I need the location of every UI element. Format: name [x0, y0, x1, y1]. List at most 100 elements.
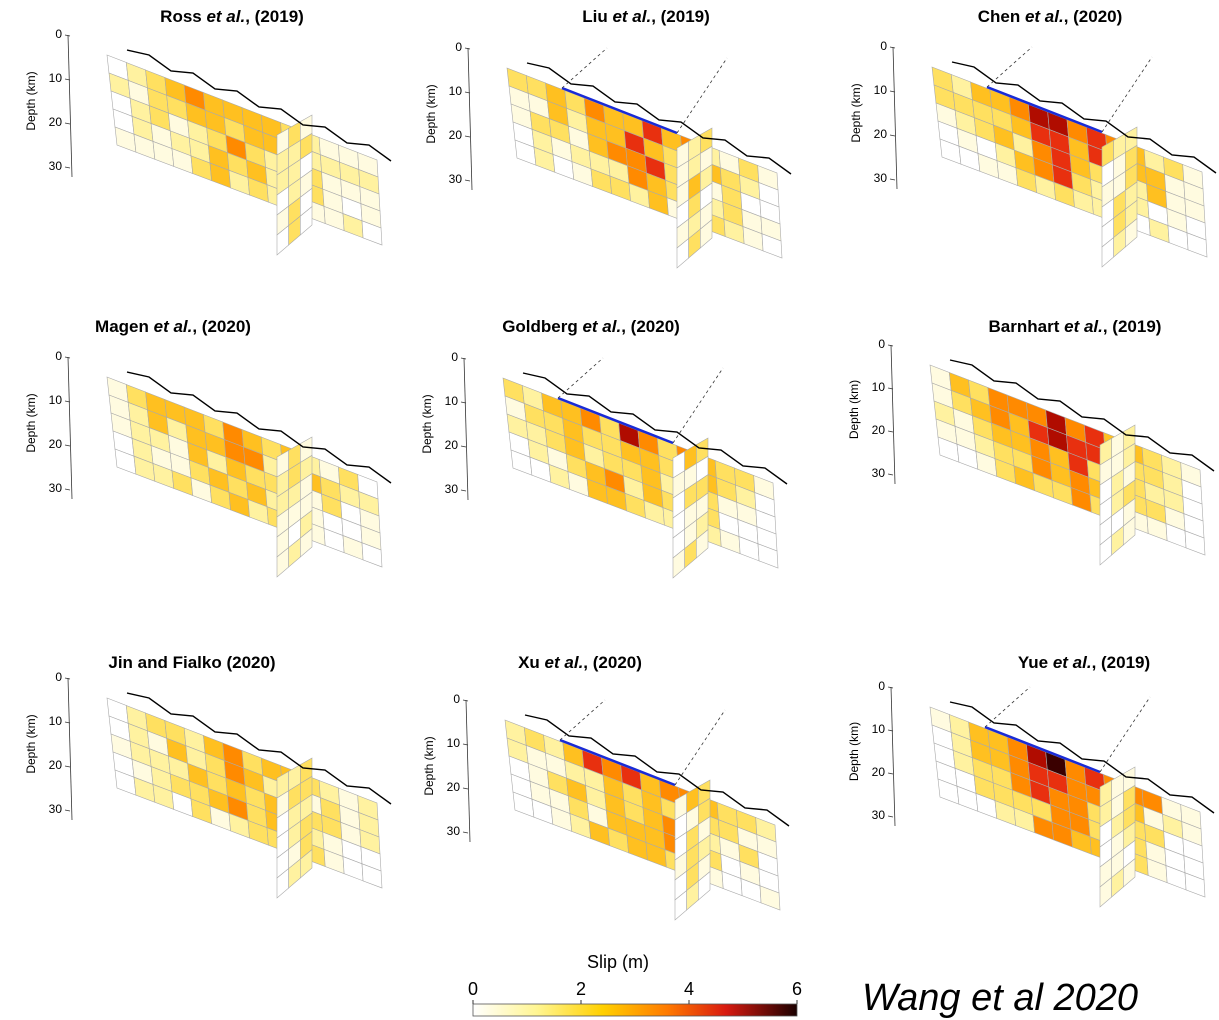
tick-label: 0	[55, 349, 62, 363]
tick-mark	[64, 34, 71, 37]
colorbar-label: Slip (m)	[587, 952, 649, 972]
tick-label: 30	[872, 808, 886, 822]
title-part: , (2020)	[192, 317, 251, 336]
axis-label: Depth (km)	[24, 71, 38, 130]
fault-cell	[361, 542, 383, 568]
axis-line	[465, 699, 471, 843]
fault-cell	[1184, 872, 1206, 898]
tick-label: 20	[49, 115, 63, 129]
tick-label: 10	[49, 71, 63, 85]
fault-cell	[761, 233, 783, 259]
tick-mark	[464, 47, 471, 50]
panel: Magen et al., (2020) Depth (km) 0 10 20 30	[24, 317, 392, 578]
tick-mark	[462, 699, 469, 702]
tick-label: 0	[878, 337, 885, 351]
title-part: et al.	[206, 7, 245, 26]
title-part: et al.	[1064, 317, 1103, 336]
fault-cell	[1186, 232, 1208, 258]
tick-label: 30	[872, 466, 886, 480]
axis-label: Depth (km)	[849, 83, 863, 142]
panel: Xu et al., (2020) Depth (km) 0 10 20 30	[422, 653, 790, 921]
panel-title: Jin and Fialko (2020)	[108, 653, 275, 672]
tick-mark	[887, 473, 894, 476]
fault-trace	[126, 692, 392, 805]
title-part: Goldberg	[502, 317, 582, 336]
title-part: Barnhart	[989, 317, 1065, 336]
tick-label: 0	[453, 692, 460, 706]
colorbar-tick-label: 6	[792, 979, 802, 999]
title-part: et al.	[545, 653, 584, 672]
panel-title: Goldberg et al., (2020)	[502, 317, 680, 336]
rupture-line	[557, 396, 674, 445]
tick-mark	[64, 488, 71, 491]
tick-mark	[460, 401, 467, 404]
tick-mark	[64, 721, 71, 724]
axis-label: Depth (km)	[24, 714, 38, 773]
tick-mark	[887, 387, 894, 390]
tick-mark	[64, 78, 71, 81]
rupture-line	[559, 738, 676, 787]
fault-cell	[300, 528, 313, 558]
fault-trace	[949, 701, 1215, 814]
tick-label: 20	[49, 437, 63, 451]
title-part: , (2019)	[1103, 317, 1162, 336]
credit: Wang et al 2020	[862, 977, 1138, 1019]
fault-cell	[757, 543, 779, 569]
title-part: Jin and Fialko (2020)	[108, 653, 275, 672]
colorbar	[472, 1003, 798, 1017]
tick-label: 10	[449, 84, 463, 98]
panel: Chen et al., (2020) Depth (km) 0 10 20 30	[849, 7, 1217, 268]
fault-cell	[759, 885, 781, 911]
projection-lines	[557, 357, 724, 444]
title-part: , (2020)	[583, 653, 642, 672]
projection-lines	[986, 46, 1153, 133]
title-part: et al.	[154, 317, 193, 336]
tick-label: 10	[445, 394, 459, 408]
tick-label: 30	[447, 824, 461, 838]
axis-label: Depth (km)	[424, 84, 438, 143]
panel-title: Liu et al., (2019)	[582, 7, 710, 26]
tick-mark	[889, 178, 896, 181]
tick-mark	[64, 122, 71, 125]
tick-mark	[462, 831, 469, 834]
tick-label: 0	[880, 39, 887, 53]
tick-label: 10	[49, 714, 63, 728]
axis-line	[67, 34, 73, 178]
panel-title: Xu et al., (2020)	[518, 653, 642, 672]
tick-label: 20	[49, 758, 63, 772]
tick-mark	[889, 134, 896, 137]
fault-trace	[126, 371, 392, 484]
tick-mark	[887, 772, 894, 775]
axis-label: Depth (km)	[847, 722, 861, 781]
fault-cell	[361, 863, 383, 889]
tick-mark	[462, 743, 469, 746]
rupture-line	[984, 725, 1101, 774]
projection-lines	[984, 686, 1151, 773]
tick-mark	[64, 444, 71, 447]
projection-lines	[561, 47, 728, 134]
axis-line	[67, 356, 73, 500]
fault-trace	[126, 49, 392, 162]
tick-label: 20	[872, 423, 886, 437]
tick-mark	[460, 489, 467, 492]
title-part: Xu	[518, 653, 544, 672]
tick-mark	[889, 90, 896, 93]
tick-mark	[887, 686, 894, 689]
fault-cell	[700, 219, 713, 249]
tick-mark	[462, 787, 469, 790]
tick-mark	[887, 729, 894, 732]
fault-trace	[949, 359, 1215, 472]
title-part: Ross	[160, 7, 206, 26]
fault-trace	[951, 61, 1217, 174]
tick-mark	[464, 179, 471, 182]
tick-mark	[64, 356, 71, 359]
panel-title: Ross et al., (2019)	[160, 7, 304, 26]
tick-label: 10	[447, 736, 461, 750]
tick-mark	[64, 809, 71, 812]
rupture-line	[561, 86, 678, 135]
fault-cell	[300, 849, 313, 879]
tick-label: 30	[49, 159, 63, 173]
fault-cell	[1125, 218, 1138, 248]
title-part: et al.	[1025, 7, 1064, 26]
